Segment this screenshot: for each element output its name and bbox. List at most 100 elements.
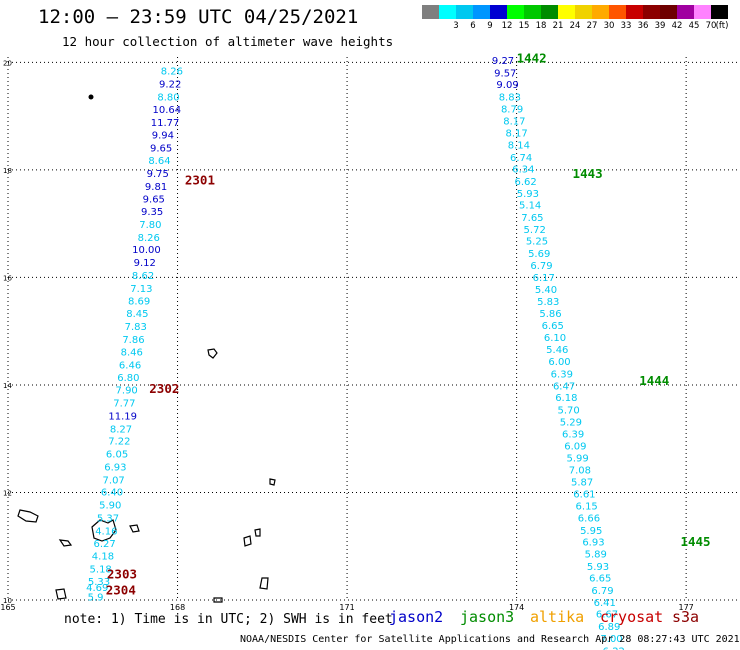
lat-tick-label: 12 [3, 489, 12, 497]
legend-swatch [694, 5, 711, 19]
page-title: 12:00 – 23:59 UTC 04/25/2021 [38, 6, 359, 28]
pass-number-label: 2302 [149, 381, 179, 396]
wave-height-label: 8.14 [508, 140, 530, 151]
wave-height-label: 6.79 [530, 261, 552, 272]
wave-height-label: 5.46 [546, 345, 568, 356]
pass-number-label: 2304 [106, 583, 136, 598]
wave-height-label: 7.90 [116, 386, 138, 397]
wave-height-label: 9.12 [134, 258, 156, 269]
wave-height-label: 8.17 [503, 117, 525, 128]
wave-height-label: 6.61 [573, 489, 595, 500]
satellite-legend-cryosat: cryosat [600, 608, 664, 626]
wave-height-label: 9.27 [492, 56, 514, 67]
wave-height-label: 6.65 [542, 321, 564, 332]
legend-swatch [626, 5, 643, 19]
wave-height-label: 9.65 [150, 144, 172, 155]
land-outlines [17, 94, 276, 603]
lon-tick-label: 171 [339, 603, 354, 612]
wave-height-label: 8.45 [126, 309, 148, 320]
wave-height-label: 5.25 [526, 237, 548, 248]
legend-tick-label: 3 [453, 21, 459, 31]
legend-swatch [473, 5, 490, 19]
wave-height-label: 5.70 [557, 405, 579, 416]
satellite-pass-labels: 1442 1443 1444 1445 2301 2302 2303 2304 [106, 50, 711, 597]
wave-height-label: 7.65 [521, 213, 543, 224]
wave-height-label: 7.07 [103, 475, 125, 486]
wave-height-label: 6.80 [117, 373, 139, 384]
wave-height-label: 8.27 [110, 424, 132, 435]
legend-tick-label: 39 [654, 21, 666, 31]
legend-tick-label: 15 [518, 21, 530, 31]
wave-height-label: 8.26 [161, 67, 183, 78]
legend-swatch [660, 5, 677, 19]
lat-tick-label: 16 [3, 274, 12, 282]
lat-tick-label: 18 [3, 167, 12, 175]
wave-height-observations: 8.269.228.8010.6411.779.949.658.649.759.… [86, 56, 625, 650]
wave-height-label: 5.90 [99, 501, 121, 512]
island-outline [213, 597, 223, 603]
legend-swatches [422, 5, 728, 19]
wave-height-label: 7.80 [139, 220, 161, 231]
legend-swatch [643, 5, 660, 19]
wave-height-label: 9.09 [496, 80, 518, 91]
wave-height-label: 6.27 [94, 539, 116, 550]
satellite-legend-altika: altika [530, 608, 585, 626]
legend-tick-label: 9 [487, 21, 493, 31]
wave-height-label: 6.40 [101, 488, 123, 499]
wave-height-label: 6.10 [544, 333, 566, 344]
wave-height-label: 8.62 [132, 271, 154, 282]
legend-swatch [609, 5, 626, 19]
wave-height-label: 9.81 [145, 182, 167, 193]
satellite-legend-jason2: jason2 [389, 608, 444, 626]
legend-tick-label: 30 [603, 21, 615, 31]
legend-swatch [456, 5, 473, 19]
pass-number-label: 2301 [185, 172, 215, 187]
units-note: note: 1) Time is in UTC; 2) SWH is in fe… [64, 612, 393, 627]
lon-tick-label: 177 [678, 603, 693, 612]
wave-height-label: 7.83 [125, 322, 147, 333]
wave-height-label: 9.22 [159, 80, 181, 91]
wave-height-label: 6.15 [576, 502, 598, 513]
page-subtitle: 12 hour collection of altimeter wave hei… [62, 34, 394, 49]
legend-swatch [439, 5, 456, 19]
wave-height-label: 9.35 [141, 207, 163, 218]
wave-height-label: 6.17 [533, 273, 555, 284]
wave-height-label: 6.39 [562, 430, 584, 441]
wave-height-label: 5.29 [560, 417, 582, 428]
wave-height-label: 6.74 [510, 153, 532, 164]
wave-height-label: 7.13 [130, 284, 152, 295]
wave-height-label: 8.83 [499, 93, 521, 104]
legend-tick-label: 70 [705, 21, 717, 31]
legend-swatch [711, 5, 728, 19]
axis-tick-labels: 165 168 171 174 177 10 12 14 16 18 20 [0, 59, 693, 612]
wave-height-label: 6.34 [512, 165, 534, 176]
graticule [7, 57, 737, 601]
wave-height-label: 6.09 [564, 441, 586, 452]
legend-tick-label: 21 [552, 21, 564, 31]
wave-height-label: 5.37 [97, 514, 119, 525]
wave-height-label: 7.00 [600, 634, 622, 645]
wave-height-label: 6.41 [594, 598, 616, 609]
wave-height-label: 9.75 [147, 169, 169, 180]
pass-number-label: 1445 [680, 534, 710, 549]
wave-height-label: 8.26 [138, 233, 160, 244]
wave-height-label: 6.05 [106, 450, 128, 461]
legend-swatch [524, 5, 541, 19]
wave-height-label: 5.83 [537, 297, 559, 308]
legend-tick-label: 45 [688, 21, 700, 31]
wave-height-label: 6.39 [551, 369, 573, 380]
wave-height-label: 4.69 [86, 583, 108, 594]
wave-height-label: 10.00 [132, 245, 161, 256]
island-outline [91, 519, 117, 542]
wave-height-label: 6.18 [555, 393, 577, 404]
wave-height-label: 11.77 [151, 118, 180, 129]
wave-height-label: 7.08 [569, 466, 591, 477]
wave-height-label: 6.93 [582, 538, 604, 549]
legend-swatch [575, 5, 592, 19]
legend-tick-label: 6 [470, 21, 476, 31]
legend-swatch [541, 5, 558, 19]
legend-swatch [677, 5, 694, 19]
legend-swatch [507, 5, 524, 19]
wave-height-label: 6.46 [119, 360, 141, 371]
